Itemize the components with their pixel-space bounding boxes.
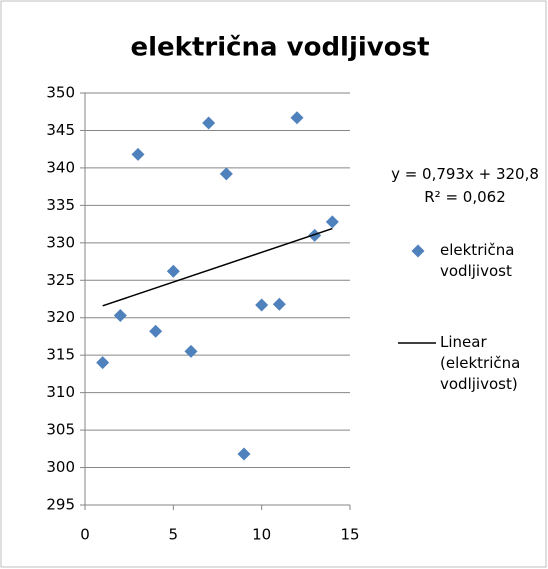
y-tick-label: 310 [46,383,75,401]
y-tick-label: 305 [46,421,75,439]
x-tick-label: 5 [169,526,179,544]
point [308,228,322,242]
y-tick-label: 330 [46,233,75,251]
legend-marker [411,244,425,258]
point [325,215,339,229]
trend-equation: y = 0,793x + 320,8 [391,165,539,183]
trend-r2: R² = 0,062 [424,188,506,206]
x-tick-label: 15 [340,526,359,544]
y-tick-label: 295 [46,496,75,514]
y-tick-label: 345 [46,121,75,139]
point [96,356,110,370]
y-tick-label: 340 [46,158,75,176]
legend-label: Linear (električna vodljivost) [440,333,521,393]
x-tick-label: 10 [252,526,271,544]
y-tick-label: 320 [46,308,75,326]
y-tick-label: 350 [46,84,75,102]
point [149,324,163,338]
point [202,116,216,130]
point [290,111,304,125]
point [255,298,269,312]
y-tick-label: 315 [46,346,75,364]
point [184,344,198,358]
y-tick-label: 325 [46,271,75,289]
point [219,167,233,181]
legend-label: električna vodljivost [440,241,515,280]
x-tick-label: 0 [80,526,90,544]
chart-title: električna vodljivost [130,33,429,63]
point [113,308,127,322]
y-tick-label: 335 [46,196,75,214]
point [272,297,286,311]
y-tick-label: 300 [46,458,75,476]
point [166,264,180,278]
trendline [102,227,333,307]
point [131,147,145,161]
point [237,447,251,461]
